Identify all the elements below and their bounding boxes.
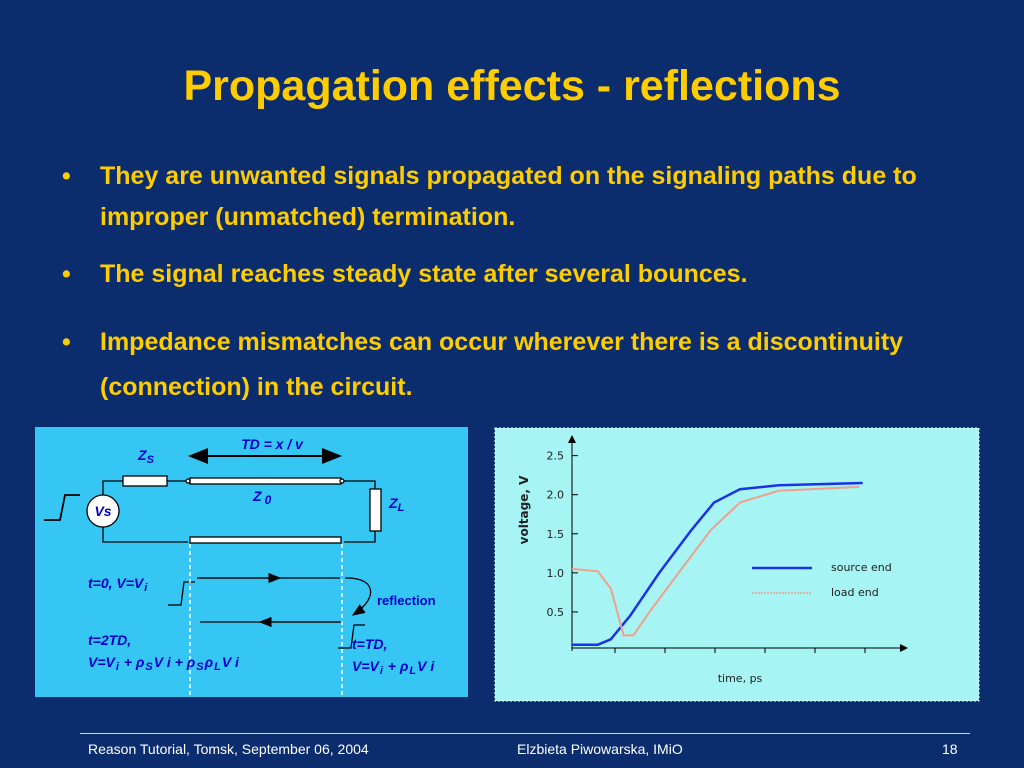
text-segment: V i <box>222 654 240 670</box>
series-line <box>572 481 863 646</box>
subscript: S <box>145 661 153 673</box>
ttd-voltage: V=Vi + ρLV i <box>352 658 435 677</box>
bullet: They are unwanted signals propagated on … <box>62 156 960 238</box>
subscript: 0 <box>265 493 272 507</box>
text-segment: V i + ρ <box>154 654 196 670</box>
td-label: TD = x / v <box>241 436 304 452</box>
reflection-label: reflection <box>377 593 436 608</box>
y-axis-label: voltage, V <box>517 475 531 544</box>
subscript: i <box>144 582 148 594</box>
vs-label: Vs <box>94 503 111 519</box>
chart: voltage, V time, ps 0.5 1.0 1.5 2.0 2.5 sourc… <box>494 427 980 702</box>
chart-background <box>494 427 980 702</box>
legend-label: load end <box>831 586 879 599</box>
text-segment: V i <box>417 658 435 674</box>
page-number: 18 <box>942 741 958 757</box>
t2td-label: t=2TD, <box>88 632 131 648</box>
t0-label: t=0, V=Vi <box>88 575 148 594</box>
y-tick-label: 2.5 <box>547 450 565 463</box>
diagram-background <box>35 427 468 697</box>
subscript: i <box>380 665 384 677</box>
slide-title: Propagation effects - reflections <box>183 62 841 110</box>
y-tick-label: 0.5 <box>547 606 565 619</box>
subscript: S <box>147 454 155 466</box>
footer-rule <box>80 733 970 734</box>
time-markers <box>189 544 343 697</box>
y-tick-label: 1.0 <box>547 567 565 580</box>
subscript: S <box>196 661 204 673</box>
bullet: The signal reaches steady state after se… <box>62 256 960 292</box>
zl-label: ZL <box>388 495 405 514</box>
ttd-label: t=TD, <box>352 636 387 652</box>
footer-left: Reason Tutorial, Tomsk, September 06, 20… <box>88 741 369 757</box>
series-line <box>571 485 860 637</box>
y-tick-label: 1.5 <box>547 528 565 541</box>
x-axis-label: time, ps <box>718 672 763 685</box>
t2td-voltage: V=Vi + ρSV i + ρSρLV i <box>88 654 240 673</box>
legend-label: source end <box>831 561 892 574</box>
text-segment: + ρ <box>120 654 145 670</box>
subscript: L <box>409 665 416 677</box>
zs-label: ZS <box>137 447 155 466</box>
subscript: L <box>214 661 221 673</box>
circuit <box>44 448 382 649</box>
footer-center: Elzbieta Piwowarska, IMiO <box>517 741 683 757</box>
subscript: i <box>116 661 120 673</box>
symbol: Z <box>252 488 262 504</box>
text-segment: ρ <box>204 654 214 670</box>
subscript: L <box>398 502 405 514</box>
bullet: Impedance mismatches can occur wherever … <box>62 320 960 410</box>
y-tick-label: 2.0 <box>547 489 565 502</box>
x-axis-ticks <box>614 648 866 653</box>
text-segment: + ρ <box>384 658 409 674</box>
symbol: Z <box>137 447 147 463</box>
text-segment: V=V <box>352 658 381 674</box>
text-segment: V=V <box>88 654 117 670</box>
text-segment: t=0, V=V <box>88 575 145 591</box>
symbol: Z <box>388 495 398 511</box>
